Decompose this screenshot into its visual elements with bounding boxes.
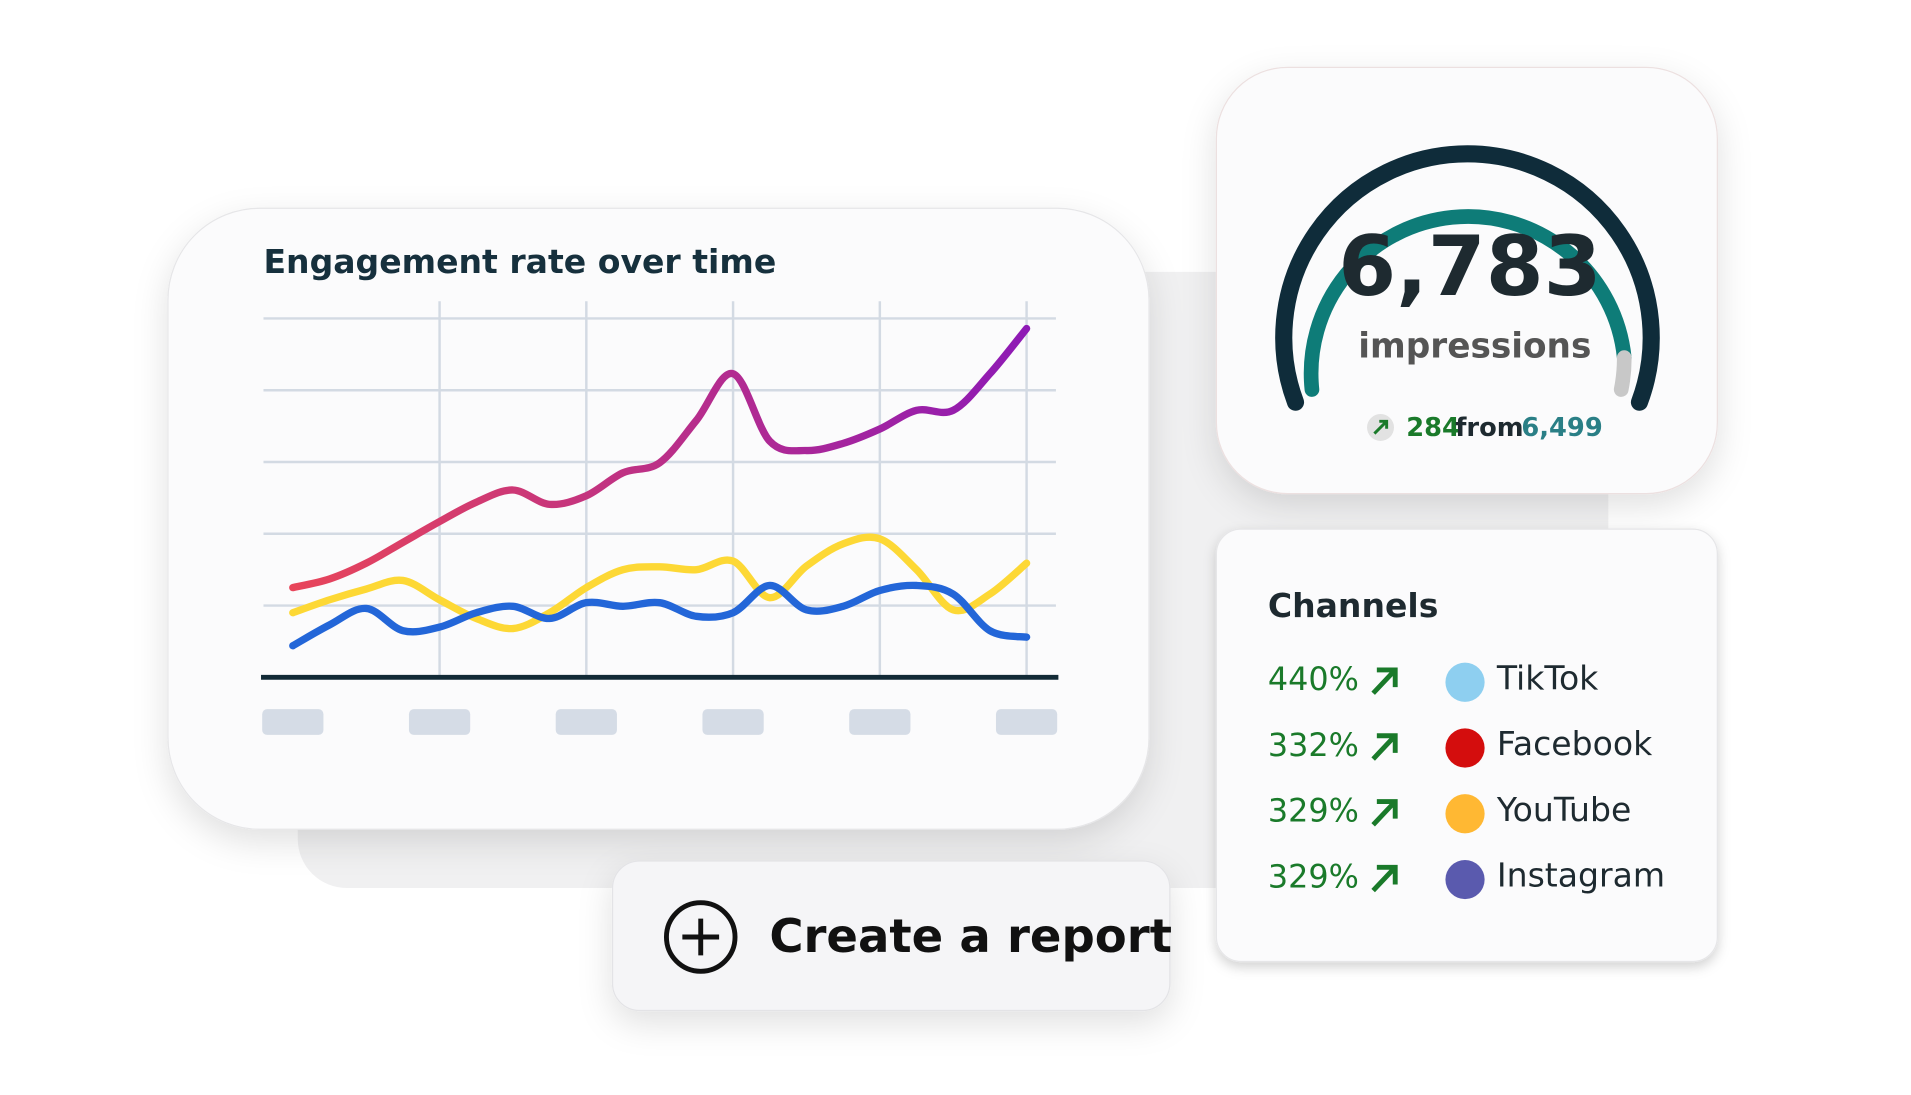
chart-title: Engagement rate over time xyxy=(263,242,776,281)
channel-change: 329% xyxy=(1268,857,1359,895)
button-label: Create a report xyxy=(769,909,1172,963)
x-tick-placeholder xyxy=(262,709,324,735)
line-series xyxy=(289,324,1031,592)
line-series xyxy=(289,533,1031,633)
channel-dot xyxy=(1445,728,1485,768)
card xyxy=(167,207,1150,830)
chart-card: Engagement rate over time xyxy=(167,207,1150,830)
card xyxy=(1215,66,1718,495)
gauge-card: 6,783 impressions 284 from 6,499 xyxy=(1215,66,1718,495)
x-tick-placeholder xyxy=(555,709,617,735)
plus xyxy=(682,918,720,956)
channels-title: Channels xyxy=(1268,586,1439,625)
channel-dot xyxy=(1445,859,1485,900)
channel-change: 329% xyxy=(1268,792,1359,830)
gauge-from: from xyxy=(1455,413,1523,443)
create-report-button[interactable]: Create a report xyxy=(611,860,1172,1012)
channel-name: Instagram xyxy=(1497,856,1665,895)
channel-name: TikTok xyxy=(1496,658,1599,697)
gauge-value: 6,783 xyxy=(1338,218,1601,315)
gauge-rest xyxy=(1613,350,1632,397)
channel-name: Facebook xyxy=(1497,724,1653,763)
gauge-change: 284 xyxy=(1406,413,1460,443)
gauge-track xyxy=(1275,145,1660,411)
channel-dot xyxy=(1445,794,1485,834)
trend-arrow xyxy=(1371,799,1398,827)
trend-arrow xyxy=(1371,733,1398,761)
channel-change: 440% xyxy=(1268,660,1359,698)
trend-arrow xyxy=(1371,864,1398,893)
line-series xyxy=(289,581,1031,650)
button[interactable] xyxy=(611,860,1171,1012)
x-tick-placeholder xyxy=(849,709,911,735)
x-tick-placeholder xyxy=(995,709,1058,735)
plus-icon xyxy=(663,900,738,974)
channels-card: Channels 440% TikTok 332% Facebook 329% YouTu… xyxy=(1215,528,1718,963)
channel-change: 332% xyxy=(1268,726,1359,764)
channel-dot xyxy=(1445,662,1485,702)
channel-name: YouTube xyxy=(1496,790,1631,829)
x-tick-placeholder xyxy=(408,709,471,735)
x-tick-placeholder xyxy=(702,709,764,735)
gauge-label: impressions xyxy=(1358,326,1591,366)
trend-arrow xyxy=(1371,667,1398,695)
gauge-previous: 6,499 xyxy=(1521,413,1602,443)
gauge-fill xyxy=(1303,209,1632,397)
trend-arrow xyxy=(1373,419,1389,435)
